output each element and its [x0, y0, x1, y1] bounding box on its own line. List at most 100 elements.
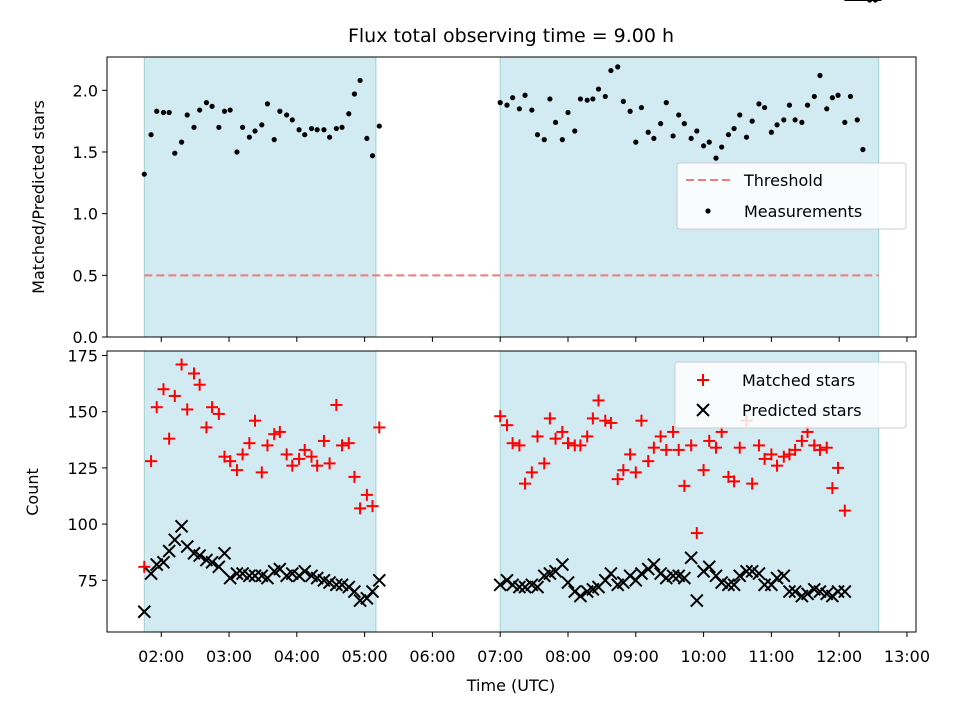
measurement-point — [547, 96, 553, 102]
matched-star-point — [820, 441, 833, 454]
predicted-star-point — [347, 584, 362, 599]
matched-star-point — [145, 455, 158, 468]
matched-star-point — [273, 425, 286, 438]
matched-star-point — [697, 464, 710, 477]
measurement-point — [209, 103, 215, 109]
measurement-point — [302, 132, 308, 138]
measurement-point — [719, 144, 725, 150]
matched-star-point — [200, 421, 213, 434]
measurement-point — [731, 125, 737, 132]
matched-star-point — [777, 450, 790, 463]
matched-star-point — [236, 448, 249, 461]
matched-star-point — [604, 416, 617, 429]
measurement-point — [860, 146, 866, 153]
top-panel: 0.00.51.01.52.0 Matched/Predicted stars … — [29, 0, 917, 347]
matched-star-point — [617, 464, 630, 477]
top-legend: Threshold Measurements — [676, 162, 907, 230]
measurement-point — [577, 96, 584, 102]
matched-star-point — [348, 470, 361, 483]
predicted-star-point — [372, 573, 387, 588]
measurement-point — [676, 112, 682, 118]
matched-star-point — [611, 473, 624, 486]
predicted-star-point — [777, 569, 791, 583]
bottom-y-axis-label: Count — [23, 468, 42, 516]
matched-star-point — [317, 434, 330, 447]
x-tick-label: 02:00 — [138, 647, 184, 666]
matched-star-point — [330, 398, 343, 411]
measurement-point — [534, 132, 541, 138]
x-tick-label: 09:00 — [613, 647, 659, 666]
matched-star-point — [157, 383, 170, 396]
x-tick-label: 08:00 — [545, 647, 591, 666]
measurement-point — [369, 153, 376, 159]
x-tick-label: 11:00 — [748, 647, 794, 666]
legend-measurements-label: Measurements — [744, 202, 862, 221]
measurement-point — [178, 139, 185, 145]
bottom-panel: 75 100 125 150 175 02:00 03:00 04:00 05:00 06:00… — [23, 0, 930, 695]
matched-star-point — [268, 428, 281, 441]
predicted-star-point — [647, 557, 661, 572]
measurement-point — [842, 119, 848, 125]
top-legend-box — [676, 162, 907, 230]
matched-star-point — [654, 430, 667, 443]
predicted-star-point — [168, 533, 182, 547]
predicted-star-point — [192, 548, 207, 563]
measurement-point — [638, 104, 645, 111]
measurement-point — [608, 67, 614, 74]
matched-star-point — [354, 502, 367, 515]
predicted-star-point — [512, 580, 527, 594]
matched-star-point — [624, 448, 637, 461]
legend-threshold-label: Threshold — [743, 171, 823, 190]
measurement-point — [749, 118, 755, 124]
measurement-point — [572, 128, 578, 134]
predicted-star-point — [721, 578, 736, 592]
predicted-star-point — [573, 589, 588, 603]
matched-star-point — [538, 457, 551, 470]
measurement-point — [510, 95, 516, 101]
top-ytick-label: 0.0 — [73, 328, 98, 347]
matched-star-point — [728, 475, 741, 488]
predicted-star-point — [212, 560, 226, 574]
predicted-star-point — [634, 566, 649, 581]
matched-star-point — [586, 412, 599, 425]
predicted-star-point — [217, 546, 232, 561]
predicted-star-point — [329, 578, 344, 592]
measurement-point — [688, 135, 694, 142]
measurement-point — [364, 135, 370, 142]
top-ytick-label: 1.5 — [73, 143, 98, 162]
measurement-point — [160, 109, 167, 116]
matched-star-point — [549, 432, 562, 445]
measurement-point — [774, 122, 780, 128]
measurement-point — [326, 134, 333, 140]
measurement-point — [645, 129, 651, 135]
matched-star-point — [746, 477, 759, 490]
measurement-point — [321, 127, 327, 133]
predicted-star-point — [733, 569, 747, 583]
measurement-point — [737, 112, 743, 118]
x-tick-label: 04:00 — [274, 647, 320, 666]
top-ytick-label: 0.5 — [73, 266, 98, 285]
matched-star-point — [305, 450, 318, 463]
matched-star-point — [280, 448, 293, 461]
matched-star-point — [519, 477, 532, 490]
matched-star-point — [224, 455, 237, 468]
measurement-point — [522, 92, 528, 98]
matched-star-point — [342, 437, 355, 450]
measurement-point — [615, 64, 621, 70]
matched-star-point — [293, 452, 306, 465]
matched-star-point — [795, 434, 808, 447]
predicted-star-point — [555, 557, 570, 572]
measurement-point — [284, 112, 290, 118]
measurement-point — [166, 109, 172, 116]
matched-star-point — [525, 466, 538, 479]
matched-star-point — [212, 407, 225, 420]
measurement-point — [761, 104, 768, 111]
predicted-star-point — [666, 569, 680, 583]
x-tick-label: 06:00 — [409, 647, 455, 666]
measurement-point — [541, 137, 547, 143]
matched-star-point — [188, 367, 201, 380]
top-shade-0 — [143, 56, 377, 338]
measurement-point — [768, 129, 774, 135]
predicted-star-point — [144, 566, 158, 581]
